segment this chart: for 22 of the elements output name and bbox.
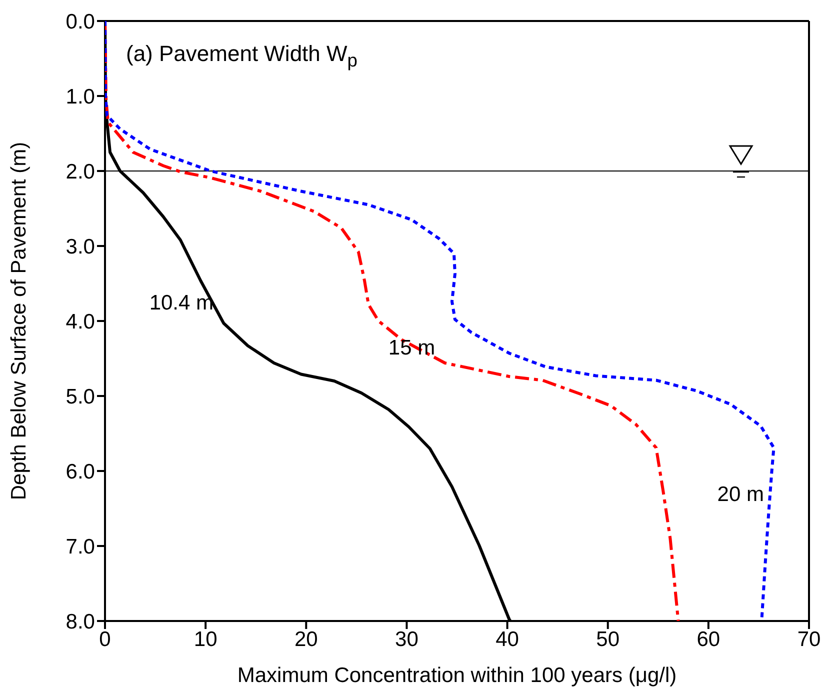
y-tick-label: 2.0	[66, 160, 95, 184]
y-tick-label: 1.0	[66, 85, 95, 108]
x-tick-label: 0	[99, 628, 111, 651]
y-tick-label: 8.0	[66, 610, 95, 634]
y-tick-label: 5.0	[66, 385, 95, 408]
x-tick-label: 20	[294, 628, 318, 651]
y-axis-title: Depth Below Surface of Pavement (m)	[7, 142, 30, 500]
x-tick-label: 70	[797, 628, 821, 651]
series-label: 20 m	[717, 482, 764, 506]
y-tick-label: 4.0	[66, 310, 95, 334]
x-axis-title: Maximum Concentration within 100 years (μg/l)	[237, 664, 677, 687]
series-label: 15 m	[388, 336, 436, 360]
y-tick-label: 3.0	[66, 235, 95, 258]
text: (a) Pavement Width W$_{p}$	[126, 41, 358, 72]
x-tick-label: 30	[395, 628, 418, 651]
x-tick-label: 60	[696, 628, 720, 651]
x-tick-label: 40	[496, 628, 519, 651]
y-tick-label: 6.0	[66, 460, 95, 484]
x-tick-label: 50	[596, 628, 620, 651]
y-tick-label: 0.0	[66, 10, 95, 34]
y-tick-label: 7.0	[66, 535, 95, 558]
x-tick-label: 10	[194, 628, 218, 651]
